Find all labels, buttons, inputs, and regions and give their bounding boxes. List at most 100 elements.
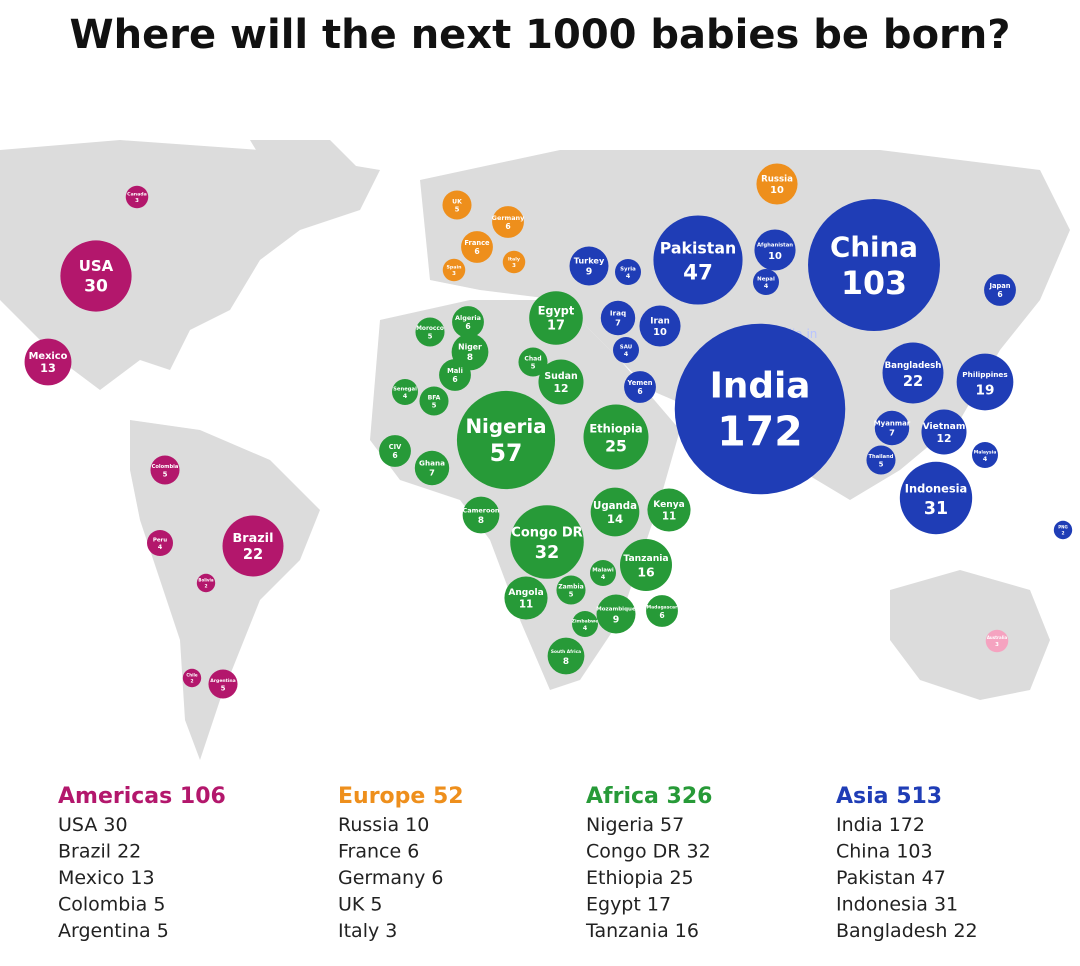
bubble-value: 25 xyxy=(605,437,627,455)
bubble xyxy=(899,461,973,535)
legend-item: China 103 xyxy=(836,841,933,863)
bubble-label: Nigeria xyxy=(465,415,546,438)
bubble-label: Morocco xyxy=(416,326,444,332)
bubble-label: Colombia xyxy=(152,464,179,470)
bubble-label: Sudan xyxy=(544,371,577,382)
legend-value: 3 xyxy=(385,920,397,942)
bubble-value: 6 xyxy=(465,322,470,331)
bubble xyxy=(615,259,641,285)
bubble-label: Senegal xyxy=(393,386,417,392)
bubble xyxy=(538,359,584,405)
bubble-label: Yemen xyxy=(627,379,653,387)
bubble-value: 11 xyxy=(519,598,533,610)
bubble xyxy=(590,487,640,537)
legend-country: Colombia xyxy=(58,894,147,916)
bubble xyxy=(985,629,1009,653)
bubble-label: Brazil xyxy=(233,531,274,546)
bubble-label: PNG xyxy=(1058,525,1068,530)
bubble xyxy=(419,386,449,416)
bubble xyxy=(596,594,636,634)
bubble xyxy=(60,240,132,312)
bubble xyxy=(504,576,548,620)
bubble-value: 5 xyxy=(569,590,574,598)
bubble-value: 14 xyxy=(607,512,623,526)
bubble xyxy=(866,445,896,475)
bubble-value: 2 xyxy=(190,678,193,684)
bubble-label: Madagascar xyxy=(647,605,678,611)
bubble-value: 8 xyxy=(478,516,484,526)
bubble xyxy=(518,347,548,377)
legend-region: Asia xyxy=(836,784,889,809)
bubble xyxy=(646,595,678,627)
bubble-value: 3 xyxy=(512,263,516,269)
bubble-label: Syria xyxy=(620,266,636,272)
bubble xyxy=(529,291,583,345)
bubble-value: 2 xyxy=(204,583,207,589)
bubble-value: 31 xyxy=(924,499,948,519)
bubble-value: 7 xyxy=(889,428,895,438)
bubble xyxy=(956,353,1014,411)
bubble-label: Italy xyxy=(508,257,520,263)
bubble-label: Ethiopia xyxy=(589,421,642,435)
bubble-label: Iraq xyxy=(610,309,626,318)
bubble-value: 47 xyxy=(683,260,713,285)
legend-value: 31 xyxy=(934,894,958,916)
bubble-label: Pakistan xyxy=(660,238,736,257)
bubble-label: Angola xyxy=(508,588,543,598)
bubble-label: Spain xyxy=(447,265,462,271)
bubble xyxy=(921,409,967,455)
bubble-value: 5 xyxy=(432,401,437,409)
bubble-label: Indonesia xyxy=(905,481,967,495)
bubble-value: 4 xyxy=(601,574,606,581)
bubble-label: Turkey xyxy=(574,256,605,266)
bubble-value: 4 xyxy=(624,351,629,358)
bubble-label: Niger xyxy=(458,342,482,351)
bubble xyxy=(439,359,471,391)
bubble-label: Chad xyxy=(524,355,541,362)
bubble-label: India xyxy=(710,366,811,407)
bubble xyxy=(590,560,616,586)
bubble-value: 17 xyxy=(547,319,565,334)
legend-value: 32 xyxy=(687,841,711,863)
bubble-label: CIV xyxy=(389,443,402,451)
bubble-value: 12 xyxy=(553,382,568,395)
legend-item: Nigeria 57 xyxy=(586,814,684,836)
legend-item: India 172 xyxy=(836,814,925,836)
legend-item: Ethiopia 25 xyxy=(586,867,694,889)
bubble-value: 4 xyxy=(403,393,408,400)
legend-country: Italy xyxy=(338,920,379,942)
legend-value: 17 xyxy=(647,894,671,916)
legend-total: 52 xyxy=(433,784,464,809)
bubble-value: 6 xyxy=(637,387,642,396)
bubble xyxy=(754,229,796,271)
legend-country: Tanzania xyxy=(585,920,669,942)
bubble-label: Uganda xyxy=(593,501,637,512)
bubble-label: Ghana xyxy=(419,459,445,468)
bubble-label: Russia xyxy=(761,174,793,184)
bubble xyxy=(442,258,466,282)
bubble-value: 4 xyxy=(764,283,769,290)
bubble-value: 7 xyxy=(429,468,435,478)
bubble-label: France xyxy=(464,239,490,247)
legend-country: Ethiopia xyxy=(586,867,663,889)
bubble-label: BFA xyxy=(428,394,441,401)
legend-country: Indonesia xyxy=(836,894,928,916)
bubble-label: UK xyxy=(452,198,462,205)
bubble-label: Peru xyxy=(153,537,167,543)
bubble xyxy=(182,668,202,688)
legend-heading: Europe 52 xyxy=(338,784,464,809)
legend-value: 25 xyxy=(669,867,693,889)
legend-country: Russia xyxy=(338,814,399,836)
legend-country: France xyxy=(338,841,401,863)
legend-value: 13 xyxy=(130,867,154,889)
bubble-value: 5 xyxy=(879,460,884,468)
legend-item: Tanzania 16 xyxy=(585,920,699,942)
legend-value: 103 xyxy=(896,841,932,863)
bubble xyxy=(972,442,998,468)
bubble-value: 172 xyxy=(717,408,802,456)
bubble-label: Bangladesh xyxy=(885,361,942,371)
legend-country: India xyxy=(836,814,883,836)
bubble xyxy=(874,410,910,446)
legend-item: Argentina 5 xyxy=(58,920,169,942)
bubble xyxy=(24,338,72,386)
